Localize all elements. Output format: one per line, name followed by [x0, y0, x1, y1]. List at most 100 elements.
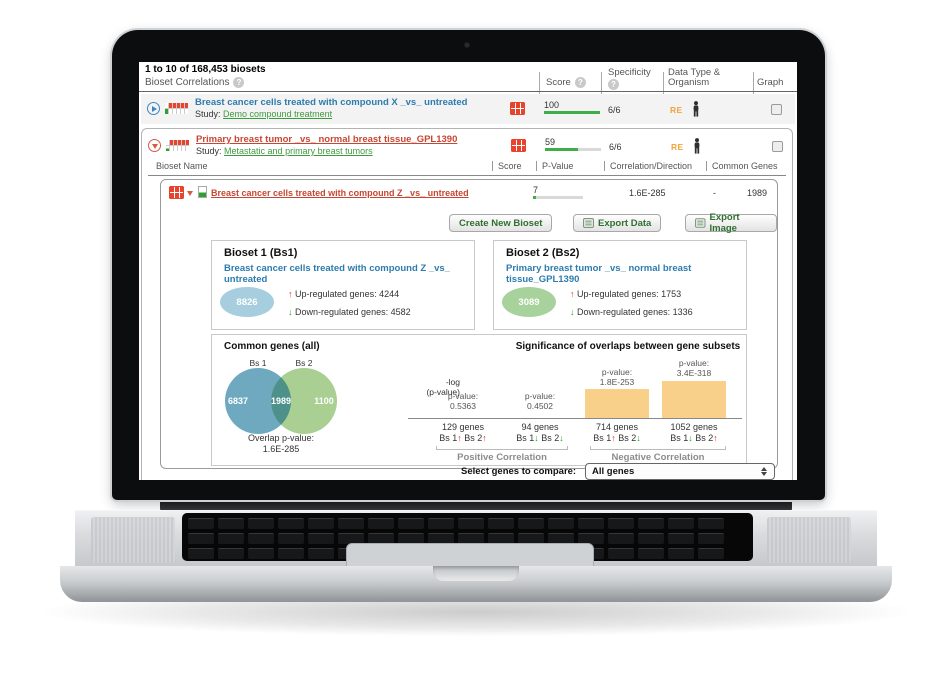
keyboard-key [278, 533, 304, 544]
app-screen: 1 to 10 of 168,453 biosets Bioset Correl… [139, 62, 797, 480]
keyboard-key [608, 533, 634, 544]
study-label: Study: [196, 145, 222, 156]
bioset-title-link[interactable]: Primary breast tumor _vs_ normal breast … [196, 134, 458, 145]
bioset-2-panel: Bioset 2 (Bs2) Primary breast tumor _vs_… [493, 240, 747, 330]
study-link[interactable]: Metastatic and primary breast tumors [224, 145, 373, 156]
webcam-icon [465, 43, 469, 47]
subrow-correlation: - [713, 188, 716, 198]
collapse-row-icon[interactable] [148, 139, 161, 152]
score-bar-track [545, 148, 601, 151]
direction-arrow-icon: ↑ [713, 433, 718, 443]
direction-arrow-icon: ↓ [534, 433, 539, 443]
data-type-badge: RE [671, 142, 684, 152]
subtable-header: Bioset Name Score P-Value Correlation/Di… [142, 161, 790, 175]
help-icon[interactable]: ? [608, 79, 619, 91]
correlation-grid-icon[interactable] [169, 186, 184, 199]
score-bar-fill [545, 148, 579, 151]
up-regulated-row: ↑ Up-regulated genes: 4244 [288, 289, 400, 299]
subcol-common-genes: Common Genes [706, 161, 778, 171]
bar-3-genes: 714 genes [595, 422, 639, 432]
keyboard-key [608, 548, 634, 559]
genes-dropdown[interactable]: All genes [585, 463, 775, 480]
subrow-score-cell: 7 [533, 185, 583, 199]
keyboard-key [248, 533, 274, 544]
up-arrow-icon: ↑ [570, 289, 575, 299]
keyboard-key [428, 518, 454, 529]
bioset-2-total-genes: 3089 [502, 287, 556, 317]
bioset-1-heading: Bioset 1 (Bs1) [224, 247, 298, 259]
bioset-1-title: Breast cancer cells treated with compoun… [224, 263, 450, 286]
table-header: Bioset Correlations ? Score ? Specificit… [139, 67, 797, 94]
keyboard-key [698, 518, 724, 529]
keyboard-key [218, 548, 244, 559]
keyboard-key [578, 533, 604, 544]
keyboard-key [668, 518, 694, 529]
keyboard-key [638, 533, 664, 544]
correlation-grid-icon[interactable] [511, 139, 526, 152]
keyboard-key [548, 533, 574, 544]
score-bar-fill [544, 111, 600, 114]
common-genes-panel: Common genes (all) Significance of overl… [211, 334, 747, 466]
up-regulated-row: ↑ Up-regulated genes: 1753 [570, 289, 682, 299]
bioset-title-link[interactable]: Breast cancer cells treated with compoun… [195, 97, 468, 108]
negative-group-bracket [590, 446, 726, 450]
venn-bs1-label: Bs 1 [249, 358, 266, 368]
column-graph: Graph [757, 77, 784, 88]
correlation-grid-icon[interactable] [510, 102, 525, 115]
keyboard-key [638, 548, 664, 559]
up-count: 1753 [661, 289, 682, 299]
keyboard-key [188, 533, 214, 544]
bar-1-directions: Bs 1↑ Bs 2↑ [439, 433, 487, 443]
down-arrow-icon: ↓ [288, 307, 293, 317]
score-value: 59 [545, 137, 556, 147]
negative-correlation-label: Negative Correlation [611, 452, 705, 463]
chevron-down-icon[interactable] [187, 191, 193, 196]
keyboard-key [668, 533, 694, 544]
graph-checkbox[interactable] [771, 104, 782, 115]
create-new-bioset-button[interactable]: Create New Bioset [449, 214, 553, 232]
help-icon[interactable]: ? [574, 77, 586, 88]
keyboard-key [698, 533, 724, 544]
down-arrow-icon: ↓ [570, 307, 575, 317]
direction-arrow-icon: ↑ [482, 433, 487, 443]
subcol-score: Score [492, 161, 522, 171]
expand-row-icon[interactable] [147, 102, 160, 115]
export-data-button[interactable]: Export Data [573, 214, 662, 232]
bioset-row-2[interactable]: Primary breast tumor _vs_ normal breast … [142, 131, 790, 161]
venn-bs2-label: Bs 2 [295, 358, 312, 368]
keyboard-key [308, 518, 334, 529]
column-divider [663, 72, 664, 94]
bar-3-directions: Bs 1↑ Bs 2↓ [593, 433, 641, 443]
keyboard-key [458, 533, 484, 544]
subrow-bioset-link[interactable]: Breast cancer cells treated with compoun… [211, 188, 469, 198]
graph-checkbox[interactable] [772, 141, 783, 152]
bioset-1-total-genes: 8826 [220, 287, 274, 317]
column-specificity: Specificity ? [608, 67, 651, 91]
keyboard-key [458, 518, 484, 529]
study-link[interactable]: Demo compound treatment [223, 108, 333, 119]
bioset-row-1[interactable]: Breast cancer cells treated with compoun… [141, 94, 795, 124]
keyboard-key [218, 533, 244, 544]
keyboard-key [608, 518, 634, 529]
keyboard-key [368, 518, 394, 529]
column-divider [753, 72, 754, 94]
keyboard-key [308, 533, 334, 544]
header-rule [139, 91, 797, 92]
genes-dropdown-value: All genes [592, 466, 635, 477]
keyboard-key [518, 533, 544, 544]
speaker-grille [91, 517, 175, 563]
row-title-block: Breast cancer cells treated with compoun… [195, 97, 467, 120]
data-type-badge: RE [670, 105, 683, 115]
down-regulated-row: ↓ Down-regulated genes: 1336 [570, 307, 693, 317]
positive-correlation-label: Positive Correlation [457, 452, 547, 463]
x-axis [408, 418, 742, 419]
keyboard-key [398, 533, 424, 544]
column-divider [601, 72, 602, 94]
keyboard-key [668, 548, 694, 559]
venn-bs2-only-count: 1100 [314, 396, 334, 406]
export-image-button[interactable]: Export Image [685, 212, 777, 234]
direction-arrow-icon: ↑ [457, 433, 462, 443]
help-icon[interactable]: ? [233, 77, 245, 88]
keyboard-key [578, 518, 604, 529]
